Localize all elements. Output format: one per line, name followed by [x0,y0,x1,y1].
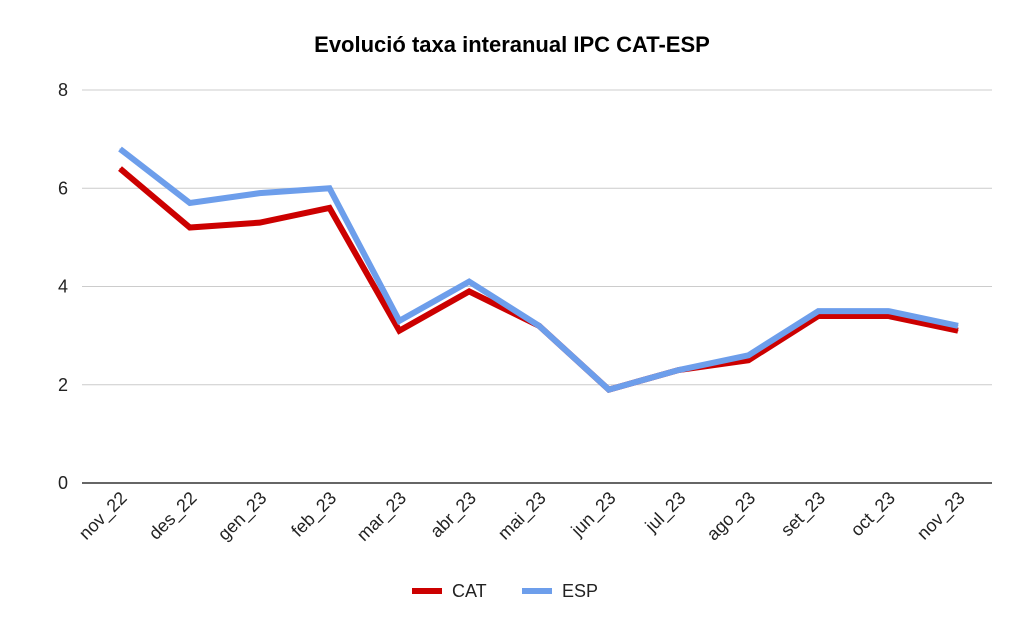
x-axis-ticks: nov_22 des_22 gen_23 feb_23 mar_23 abr_23 mai_… [75,488,970,546]
series-lines [118,146,959,394]
x-tick-label: ago_23 [703,488,760,545]
x-tick-label: jun_23 [567,488,621,542]
x-tick-label: nov_22 [75,488,132,545]
x-tick-label: jul_23 [641,488,691,538]
y-tick-label: 2 [58,375,68,395]
data-point-cat [468,290,470,292]
y-tick-label: 4 [58,277,68,297]
data-point-esp [119,148,121,150]
y-tick-label: 0 [58,473,68,493]
x-tick-label: mar_23 [353,488,411,546]
data-point-esp [608,389,610,391]
data-point-esp [259,192,261,194]
y-axis-ticks: 0 2 4 6 8 [58,80,68,493]
data-point-esp [817,310,819,312]
data-point-cat [189,227,191,229]
x-tick-label: feb_23 [287,488,341,542]
data-point-esp [887,310,889,312]
x-tick-label: oct_23 [847,488,900,541]
x-tick-label: nov_23 [913,488,970,545]
chart-title: Evolució taxa interanual IPC CAT-ESP [314,32,710,57]
data-point-cat [817,315,819,317]
data-point-cat [329,207,330,209]
legend-label-cat: CAT [452,581,487,601]
data-point-esp [748,354,749,356]
data-point-esp [678,369,680,371]
data-point-esp [329,187,330,189]
gridlines [82,89,992,386]
data-point-esp [468,281,470,283]
data-point-esp [189,202,191,204]
legend: CAT ESP [412,581,598,601]
data-point-cat [259,222,261,224]
series-line-cat [118,166,959,394]
data-point-cat [398,330,400,332]
x-tick-label: set_23 [777,488,830,541]
x-tick-label: des_22 [145,488,202,545]
data-point-cat [748,359,749,361]
y-tick-label: 6 [58,178,68,198]
data-point-esp [538,325,540,327]
data-point-cat [887,315,889,317]
data-point-cat [957,330,959,332]
y-tick-label: 8 [58,80,68,100]
x-tick-label: gen_23 [214,488,271,545]
legend-label-esp: ESP [562,581,598,601]
data-point-esp [398,320,400,322]
data-point-esp [957,325,959,327]
x-tick-label: mai_23 [494,488,551,545]
x-tick-label: abr_23 [426,488,480,542]
series-line-esp [118,146,959,394]
data-point-cat [119,168,121,170]
